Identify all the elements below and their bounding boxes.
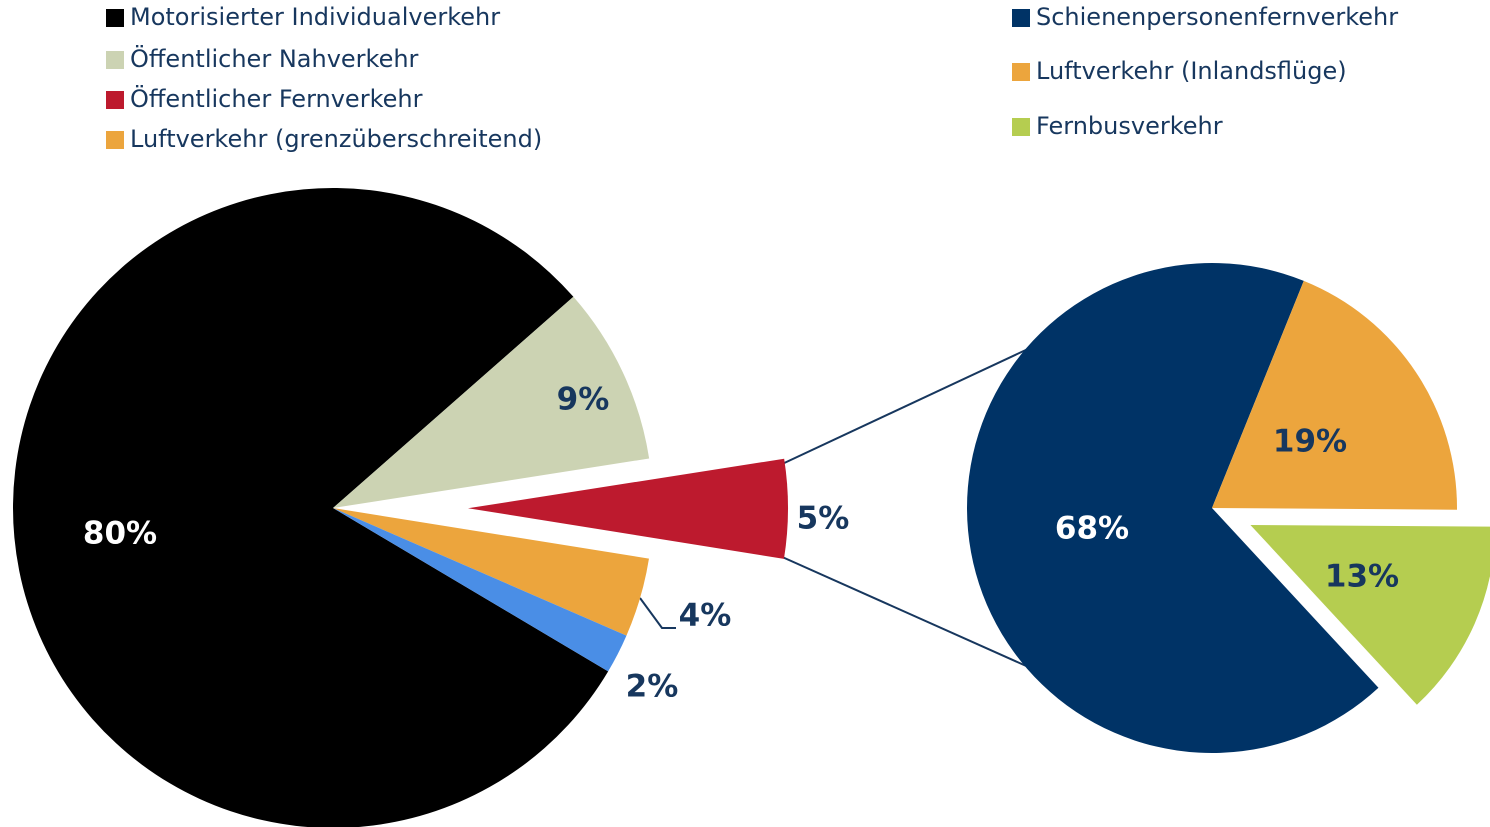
data-label: 4% — [679, 598, 732, 634]
pie-slice — [467, 458, 788, 559]
pie-slice — [333, 508, 627, 672]
pie-slice — [1250, 524, 1490, 705]
pie-slice — [1212, 280, 1457, 510]
data-label: 19% — [1273, 424, 1347, 460]
data-label: 13% — [1325, 559, 1399, 595]
data-label: 9% — [557, 382, 610, 418]
legend-swatch — [106, 51, 124, 69]
legend-label: Schienenpersonenfernverkehr — [1036, 3, 1398, 31]
legend-swatch — [106, 91, 124, 109]
leader-line — [639, 597, 676, 629]
data-label: 68% — [1055, 511, 1129, 547]
pie-slice — [333, 508, 649, 636]
legend-swatch — [106, 131, 124, 149]
data-label: 2% — [626, 669, 679, 705]
legend-swatch — [1012, 63, 1030, 81]
data-label: 80% — [83, 516, 157, 552]
pie-slice — [13, 188, 609, 827]
legend-label: Öffentlicher Nahverkehr — [130, 44, 419, 73]
data-label: 5% — [797, 501, 850, 537]
legend-label: Fernbusverkehr — [1036, 112, 1223, 140]
pie-slice — [967, 262, 1379, 754]
pie-slice — [333, 296, 650, 508]
connector-line — [779, 347, 1031, 466]
legend-label: Öffentlicher Fernverkehr — [130, 84, 423, 113]
legend-swatch — [1012, 118, 1030, 136]
legend-label: Luftverkehr (Inlandsflüge) — [1036, 57, 1347, 85]
legend-swatch — [106, 9, 124, 27]
legend-label: Luftverkehr (grenzüberschreitend) — [130, 125, 542, 153]
legend-label: Motorisierter Individualverkehr — [130, 3, 500, 31]
legend-swatch — [1012, 9, 1030, 27]
